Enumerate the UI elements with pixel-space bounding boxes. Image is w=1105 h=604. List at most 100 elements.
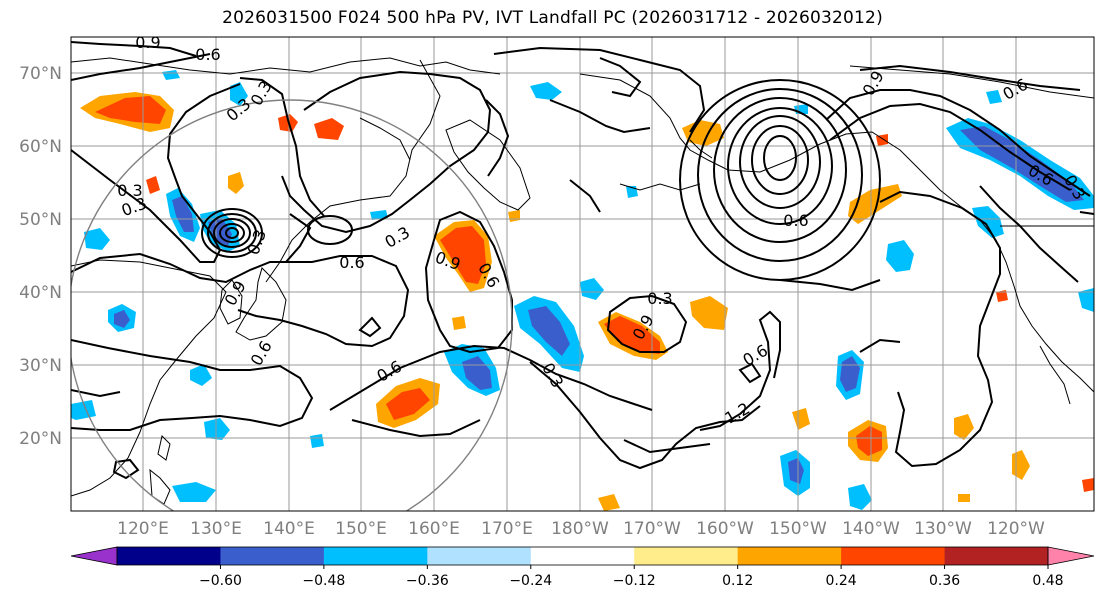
contour-line	[738, 362, 762, 384]
contour-label: 0.3	[117, 181, 142, 200]
lat-tick-label: 70°N	[19, 64, 62, 84]
contour-line	[71, 53, 211, 81]
lat-tick-label: 30°N	[19, 356, 62, 376]
contour-line	[307, 215, 353, 245]
shade-negative	[172, 196, 194, 232]
shade-negative	[530, 82, 562, 100]
lat-tick-label: 50°N	[19, 210, 62, 230]
shade-positive	[386, 388, 430, 420]
longitude-axis: 120°E 130°E 140°E 150°E 160°E 170°E 180°…	[117, 519, 1045, 539]
colorbar-tick-label: 0.36	[929, 573, 960, 589]
contour-line	[493, 46, 706, 133]
contour-line	[879, 190, 1001, 468]
lon-tick-label: 150°W	[769, 519, 827, 539]
contour-line	[727, 107, 833, 225]
shade-positive	[440, 226, 486, 284]
shade-negative	[972, 206, 1004, 238]
contour-line	[825, 89, 1091, 197]
shade-positive	[954, 414, 974, 440]
shade-negative	[960, 126, 1084, 202]
colorbar-frame	[116, 546, 1049, 566]
contour-line	[739, 115, 821, 209]
shade-positive	[146, 176, 160, 194]
lon-tick-label: 120°E	[117, 519, 169, 539]
lat-tick-label: 20°N	[19, 429, 62, 449]
colorbar-segment	[323, 547, 428, 565]
colorbar-segment	[634, 547, 739, 565]
contour-line	[285, 213, 312, 263]
colorbar-tick-label: −0.60	[199, 573, 242, 589]
lon-tick-label: 130°W	[914, 519, 972, 539]
contour-line	[569, 179, 601, 213]
coastline-west-coast	[1013, 285, 1094, 393]
lon-tick-label: 180°W	[551, 519, 609, 539]
contour-label: 0.6	[339, 253, 364, 272]
shade-negative	[310, 434, 324, 448]
colorbar-tick-label: 0.48	[1032, 573, 1063, 589]
contour-line	[71, 389, 121, 398]
colorbar-segment	[530, 547, 635, 565]
lon-tick-label: 140°E	[263, 519, 315, 539]
shade-positive	[314, 118, 344, 140]
shade-positive	[792, 408, 810, 430]
shading-layer	[71, 70, 1094, 511]
shade-negative	[848, 484, 872, 510]
contour-line	[713, 97, 847, 243]
contour-label: 0.9	[135, 33, 160, 52]
coastline-korea	[219, 279, 243, 325]
contour-line	[213, 218, 251, 248]
colorbar-segment	[117, 547, 221, 565]
contour-line	[71, 41, 197, 57]
colorbar-segment	[427, 547, 532, 565]
shade-positive	[95, 96, 166, 124]
shade-negative	[204, 418, 230, 440]
contour-label: 0.6	[247, 337, 276, 369]
shade-negative	[528, 306, 570, 356]
shade-negative	[190, 364, 212, 386]
contour-line	[859, 64, 1081, 91]
contour-line	[358, 316, 382, 338]
shade-positive	[690, 296, 728, 330]
colorbar-tick-label: −0.12	[613, 573, 656, 589]
contour-line	[351, 419, 481, 438]
contour-label: 0.6	[999, 75, 1031, 104]
shade-negative	[71, 400, 96, 420]
contour-line	[71, 252, 410, 348]
contour-label: 0.3	[381, 223, 413, 252]
contour-line	[751, 125, 809, 195]
contour-line	[763, 135, 797, 181]
contour-line	[606, 294, 688, 353]
coastline-okhotsk	[359, 117, 411, 161]
colorbar-tick-label: −0.36	[406, 573, 449, 589]
shade-positive	[848, 184, 902, 224]
coastline-china	[71, 259, 227, 497]
coastline-asia	[71, 57, 501, 75]
contour-labels: 0.90.60.30.30.30.30.9 0.60.30.60.90.6 0.30…	[117, 33, 1089, 428]
contour-label: 1.2	[721, 399, 753, 428]
shade-negative	[1078, 288, 1094, 312]
contour-line	[71, 83, 241, 263]
shade-negative	[886, 240, 914, 272]
page-title: 2026031500 F024 500 hPa PV, IVT Landfall…	[222, 8, 883, 28]
lon-tick-label: 170°W	[623, 519, 681, 539]
shade-negative	[114, 310, 130, 328]
contour-line	[599, 57, 642, 98]
coastline-kamchatka	[445, 119, 531, 211]
shade-positive	[1082, 478, 1094, 492]
contour-line	[1079, 211, 1094, 215]
coastline-bering-islands	[619, 183, 701, 191]
coastline-philippines	[149, 468, 171, 505]
lat-tick-label: 40°N	[19, 283, 62, 303]
coastline-taiwan	[157, 435, 171, 461]
contour-line	[281, 70, 492, 234]
coastline-japan	[235, 267, 287, 341]
contour-line	[112, 458, 140, 480]
latitude-axis: 70°N 60°N 50°N 40°N 30°N 20°N	[19, 64, 62, 449]
coastline-siberia	[265, 59, 441, 283]
contour-line	[859, 338, 901, 353]
shade-negative	[986, 90, 1002, 104]
lon-tick-label: 140°W	[842, 519, 900, 539]
shade-negative	[788, 458, 804, 484]
shade-negative	[580, 278, 604, 300]
contour-label: 0.3	[647, 289, 672, 308]
